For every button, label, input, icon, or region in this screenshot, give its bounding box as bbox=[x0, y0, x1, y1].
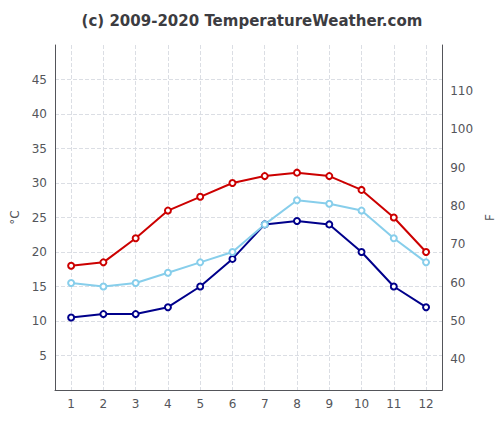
svg-text:5: 5 bbox=[39, 349, 47, 363]
svg-text:F: F bbox=[483, 214, 497, 221]
svg-text:45: 45 bbox=[32, 73, 47, 87]
svg-text:90: 90 bbox=[450, 161, 465, 175]
svg-text:9: 9 bbox=[325, 397, 333, 411]
svg-text:30: 30 bbox=[32, 176, 47, 190]
svg-text:2: 2 bbox=[100, 397, 108, 411]
svg-text:40: 40 bbox=[450, 352, 465, 366]
svg-text:60: 60 bbox=[450, 276, 465, 290]
svg-text:20: 20 bbox=[32, 245, 47, 259]
svg-text:1: 1 bbox=[67, 397, 75, 411]
svg-text:25: 25 bbox=[32, 211, 47, 225]
svg-text:70: 70 bbox=[450, 237, 465, 251]
svg-text:11: 11 bbox=[386, 397, 401, 411]
svg-text:15: 15 bbox=[32, 280, 47, 294]
svg-text:6: 6 bbox=[229, 397, 237, 411]
svg-text:80: 80 bbox=[450, 199, 465, 213]
svg-text:(c) 2009-2020 TemperatureWeath: (c) 2009-2020 TemperatureWeather.com bbox=[82, 12, 423, 30]
svg-text:40: 40 bbox=[32, 107, 47, 121]
svg-text:3: 3 bbox=[132, 397, 140, 411]
svg-text:4: 4 bbox=[164, 397, 172, 411]
svg-text:7: 7 bbox=[261, 397, 269, 411]
svg-text:5: 5 bbox=[196, 397, 204, 411]
svg-text:100: 100 bbox=[450, 122, 473, 136]
svg-text:°C: °C bbox=[8, 210, 22, 224]
svg-text:50: 50 bbox=[450, 314, 465, 328]
svg-text:110: 110 bbox=[450, 84, 473, 98]
svg-text:35: 35 bbox=[32, 142, 47, 156]
svg-text:10: 10 bbox=[32, 314, 47, 328]
svg-text:10: 10 bbox=[354, 397, 369, 411]
svg-text:8: 8 bbox=[293, 397, 301, 411]
svg-text:12: 12 bbox=[418, 397, 433, 411]
